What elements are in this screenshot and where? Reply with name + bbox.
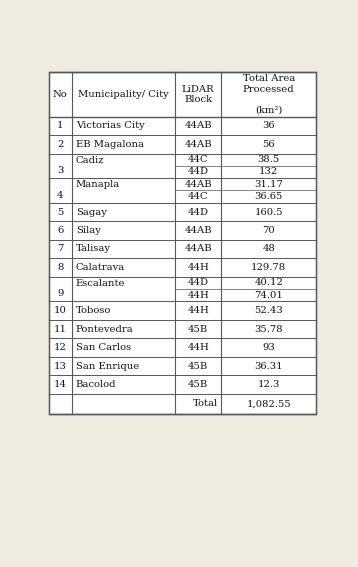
Text: Total: Total: [193, 399, 218, 408]
Text: 44C: 44C: [188, 192, 208, 201]
Text: Silay: Silay: [76, 226, 101, 235]
Text: 14: 14: [54, 380, 67, 389]
Text: 44H: 44H: [187, 343, 209, 352]
Text: Sagay: Sagay: [76, 208, 107, 217]
Text: Escalante: Escalante: [76, 279, 125, 288]
Text: 70: 70: [262, 226, 275, 235]
Text: 52.43: 52.43: [254, 306, 283, 315]
Text: 7: 7: [57, 244, 63, 253]
Text: 129.78: 129.78: [251, 263, 286, 272]
Text: 44AB: 44AB: [184, 244, 212, 253]
Text: 6: 6: [57, 226, 63, 235]
Text: 1: 1: [57, 121, 63, 130]
Text: 38.5: 38.5: [258, 155, 280, 164]
Text: 12.3: 12.3: [257, 380, 280, 389]
Text: San Enrique: San Enrique: [76, 362, 139, 370]
Text: 48: 48: [262, 244, 275, 253]
Text: Total Area
Processed

(km²): Total Area Processed (km²): [242, 74, 295, 115]
Text: 11: 11: [54, 324, 67, 333]
Text: 45B: 45B: [188, 380, 208, 389]
Text: 45B: 45B: [188, 362, 208, 370]
Text: 44H: 44H: [187, 306, 209, 315]
Text: 10: 10: [54, 306, 67, 315]
Text: 9: 9: [57, 289, 63, 298]
Text: 44C: 44C: [188, 155, 208, 164]
Text: 44AB: 44AB: [184, 140, 212, 149]
Text: Calatrava: Calatrava: [76, 263, 125, 272]
Text: Manapla: Manapla: [76, 180, 120, 189]
Text: 5: 5: [57, 208, 63, 217]
Text: Pontevedra: Pontevedra: [76, 324, 134, 333]
Text: 8: 8: [57, 263, 63, 272]
Text: San Carlos: San Carlos: [76, 343, 131, 352]
Text: 93: 93: [262, 343, 275, 352]
Text: LiDAR
Block: LiDAR Block: [182, 84, 214, 104]
Text: 35.78: 35.78: [255, 324, 283, 333]
Text: 44AB: 44AB: [184, 226, 212, 235]
Text: Cadiz: Cadiz: [76, 156, 104, 165]
Text: 44H: 44H: [187, 291, 209, 300]
Text: 1,082.55: 1,082.55: [246, 399, 291, 408]
Text: 44AB: 44AB: [184, 180, 212, 189]
Text: 12: 12: [54, 343, 67, 352]
Text: 36.31: 36.31: [255, 362, 283, 370]
Text: 56: 56: [262, 140, 275, 149]
Bar: [49, 72, 316, 414]
Text: 160.5: 160.5: [255, 208, 283, 217]
Text: 4: 4: [57, 191, 63, 200]
Text: No: No: [53, 90, 68, 99]
Text: 44D: 44D: [188, 278, 209, 287]
Text: 44D: 44D: [188, 167, 209, 176]
Text: 74.01: 74.01: [254, 291, 283, 300]
Text: 2: 2: [57, 140, 63, 149]
Text: Municipality/ City: Municipality/ City: [78, 90, 169, 99]
Text: EB Magalona: EB Magalona: [76, 140, 144, 149]
Text: 13: 13: [54, 362, 67, 370]
Text: 44AB: 44AB: [184, 121, 212, 130]
Text: Victorias City: Victorias City: [76, 121, 145, 130]
Text: Toboso: Toboso: [76, 306, 111, 315]
Text: 40.12: 40.12: [254, 278, 283, 287]
Text: Bacolod: Bacolod: [76, 380, 116, 389]
Text: 44D: 44D: [188, 208, 209, 217]
Text: 36: 36: [262, 121, 275, 130]
Text: 45B: 45B: [188, 324, 208, 333]
Text: 132: 132: [259, 167, 279, 176]
Text: 44H: 44H: [187, 263, 209, 272]
Text: Talisay: Talisay: [76, 244, 111, 253]
Text: 36.65: 36.65: [255, 192, 283, 201]
Text: 31.17: 31.17: [254, 180, 283, 189]
Text: 3: 3: [57, 166, 63, 175]
